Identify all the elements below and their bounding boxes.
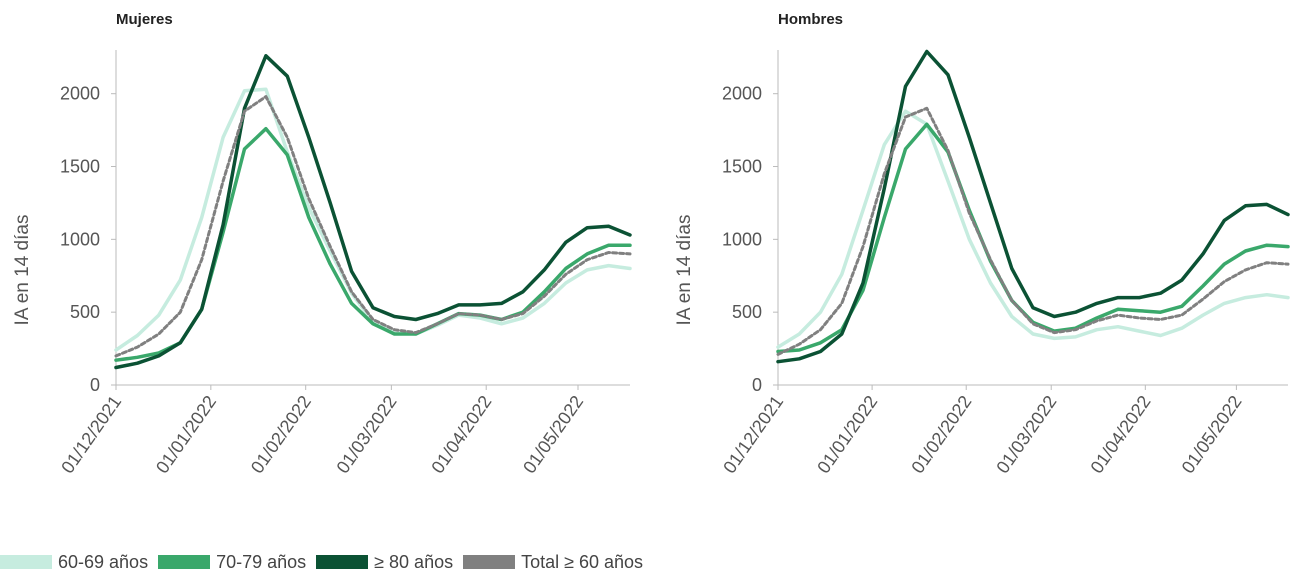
y-tick-label: 1000 <box>60 229 100 249</box>
x-tick-label: 01/04/2022 <box>427 392 495 477</box>
legend-item-70-79: 70-79 años <box>158 552 306 573</box>
y-tick-label: 1000 <box>722 229 762 249</box>
series-line-2 <box>114 54 632 370</box>
chart-panel-mujeres: Mujeres IA en 14 días 0 500 1000 1500 2000 01… <box>12 11 632 477</box>
legend-item-total: Total ≥ 60 años <box>463 552 643 573</box>
y-tick-label: 2000 <box>60 84 100 104</box>
x-tick-label: 01/03/2022 <box>992 392 1060 477</box>
series-line-0 <box>114 87 632 352</box>
y-tick-label: 500 <box>70 302 100 322</box>
legend-swatch <box>0 555 52 569</box>
x-tick-label: 01/01/2022 <box>152 392 220 477</box>
y-axis-label: IA en 14 días <box>674 215 695 326</box>
y-tick-label: 500 <box>732 302 762 322</box>
y-tick-label: 1500 <box>722 157 762 177</box>
chart-title: Mujeres <box>116 11 173 28</box>
legend-label: ≥ 80 años <box>374 551 454 572</box>
series-line-3 <box>776 106 1290 356</box>
x-tick-label: 01/04/2022 <box>1087 392 1155 477</box>
x-tick-label: 01/02/2022 <box>907 392 975 477</box>
y-tick-label: 0 <box>752 375 762 395</box>
legend: 60-69 años 70-79 años ≥ 80 años Total ≥ … <box>0 549 653 575</box>
x-tick-label: 01/03/2022 <box>333 392 401 477</box>
legend-swatch <box>463 555 516 569</box>
legend-item-60-69: 60-69 años <box>0 552 148 573</box>
series-line-2 <box>776 49 1290 364</box>
x-tick-label: 01/12/2021 <box>719 392 787 477</box>
x-tick-label: 01/01/2022 <box>813 392 881 477</box>
chart-panel-hombres: Hombres IA en 14 días 0 500 1000 1500 2000 01… <box>674 11 1290 477</box>
x-tick-label: 01/05/2022 <box>1178 392 1246 477</box>
legend-item-80-plus: ≥ 80 años <box>316 552 453 573</box>
legend-swatch <box>158 555 211 569</box>
legend-label: 70-79 años <box>216 551 307 572</box>
x-tick-label: 01/02/2022 <box>247 392 315 477</box>
legend-label: Total ≥ 60 años <box>521 551 644 572</box>
y-axis-label: IA en 14 días <box>12 215 33 326</box>
x-tick-label: 01/05/2022 <box>519 392 587 477</box>
charts-canvas: Mujeres IA en 14 días 050010001500200001… <box>12 11 1290 477</box>
legend-swatch <box>316 555 369 569</box>
legend-label: 60-69 años <box>58 551 149 572</box>
y-tick-label: 1500 <box>60 157 100 177</box>
y-tick-label: 0 <box>90 375 100 395</box>
series-line-1 <box>776 122 1290 354</box>
chart-title: Hombres <box>778 11 843 28</box>
series-line-3 <box>114 95 632 358</box>
x-tick-label: 01/12/2021 <box>57 392 125 477</box>
series-line-0 <box>776 109 1290 349</box>
y-tick-label: 2000 <box>722 84 762 104</box>
